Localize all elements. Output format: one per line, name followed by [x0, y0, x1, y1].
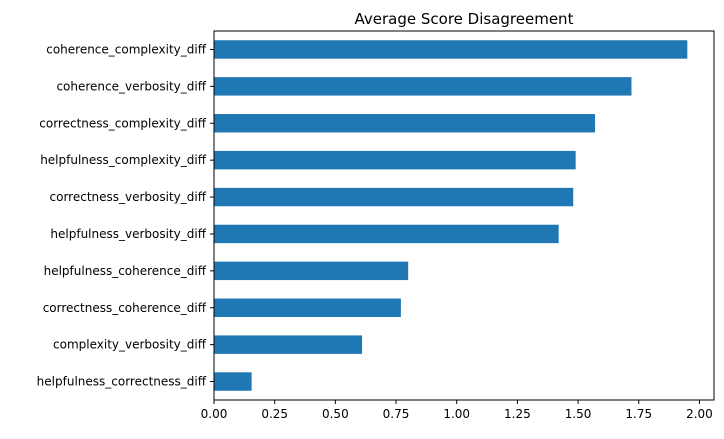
x-tick-label: 2.00	[686, 407, 713, 421]
bar-correctness_complexity_diff	[214, 114, 596, 133]
bar-coherence_complexity_diff	[214, 40, 688, 59]
y-axis-ticks: coherence_complexity_diff coherence_verbo…	[37, 42, 214, 389]
y-tick-label: correctness_coherence_diff	[43, 301, 207, 315]
x-tick-label: 1.75	[625, 407, 652, 421]
bar-helpfulness_correctness_diff	[214, 372, 252, 391]
x-tick-label: 0.75	[383, 407, 410, 421]
y-tick-label: helpfulness_complexity_diff	[40, 153, 207, 167]
x-tick-label: 1.50	[565, 407, 592, 421]
bar-correctness_verbosity_diff	[214, 187, 574, 207]
x-tick-label: 1.00	[443, 407, 470, 421]
x-axis-ticks: 0.00 0.25 0.50 0.75 1.00 1.25 1.50 1.75 2.00	[201, 400, 713, 421]
bar-helpfulness_verbosity_diff	[214, 224, 559, 244]
y-tick-label: helpfulness_correctness_diff	[37, 375, 207, 389]
bar-helpfulness_coherence_diff	[214, 261, 409, 281]
x-tick-label: 0.00	[201, 407, 228, 421]
y-tick-label: complexity_verbosity_diff	[53, 338, 207, 352]
x-tick-label: 0.50	[322, 407, 349, 421]
chart-title: Average Score Disagreement	[355, 10, 574, 28]
bars-layer	[214, 40, 688, 391]
y-tick-label: correctness_complexity_diff	[39, 116, 206, 130]
x-tick-label: 0.25	[261, 407, 288, 421]
y-tick-label: coherence_verbosity_diff	[56, 79, 206, 93]
y-tick-label: helpfulness_coherence_diff	[44, 264, 207, 278]
x-tick-label: 1.25	[504, 407, 531, 421]
bar-coherence_verbosity_diff	[214, 77, 632, 96]
y-tick-label: helpfulness_verbosity_diff	[50, 227, 206, 241]
bar-correctness_coherence_diff	[214, 298, 401, 317]
bar-helpfulness_complexity_diff	[214, 150, 576, 170]
y-tick-label: correctness_verbosity_diff	[50, 190, 207, 204]
y-tick-label: coherence_complexity_diff	[46, 42, 207, 56]
plot-area-frame	[213, 30, 715, 401]
bar-complexity_verbosity_diff	[214, 335, 363, 354]
